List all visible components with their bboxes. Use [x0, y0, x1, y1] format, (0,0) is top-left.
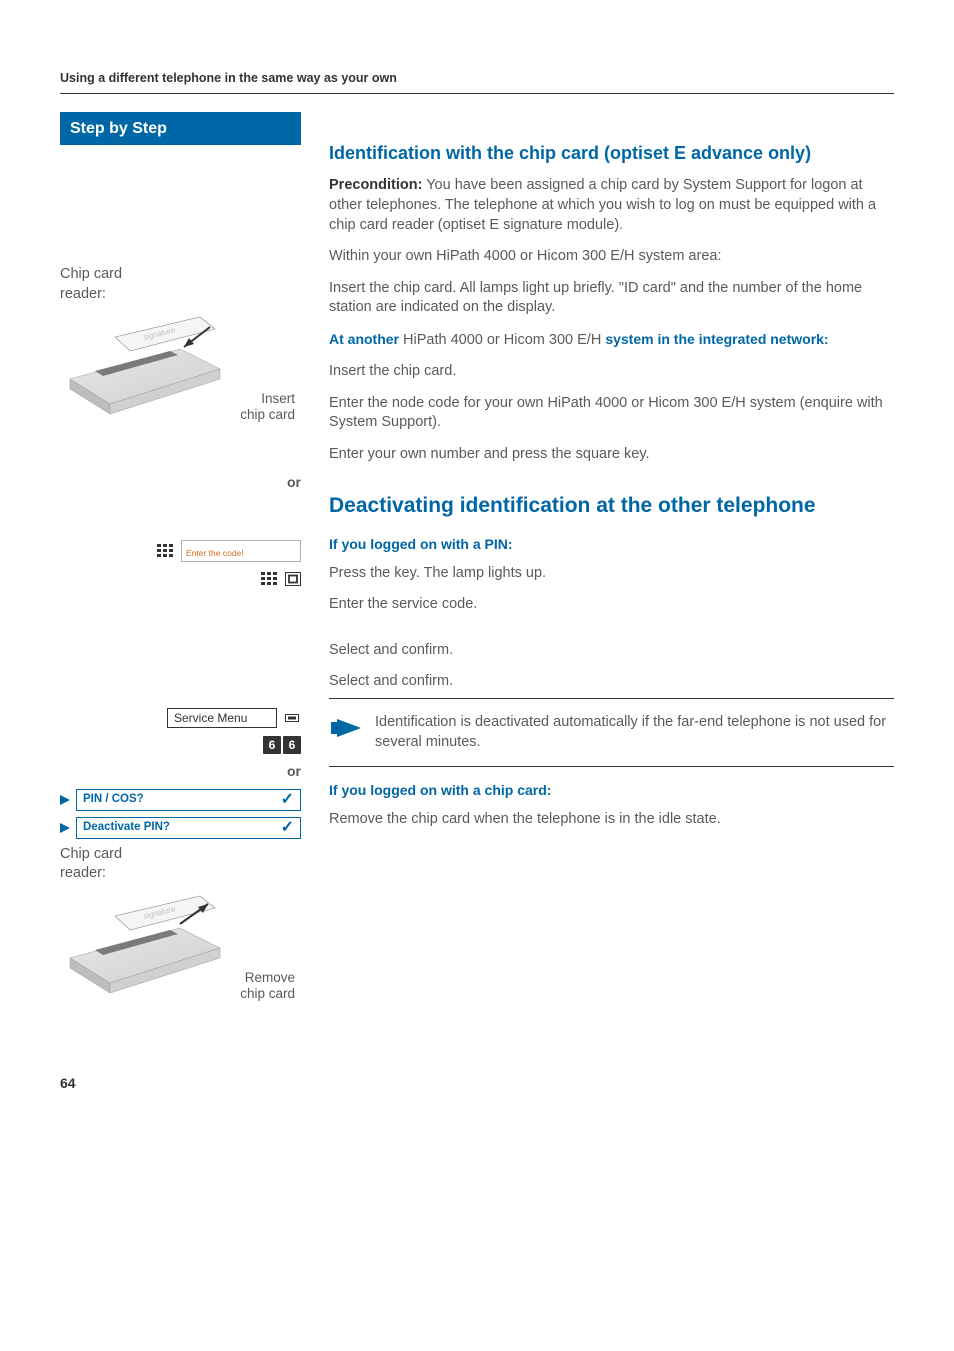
content-column: Identification with the chip card (optis…	[315, 112, 894, 1024]
info-callout: Identification is deactivated automatica…	[329, 713, 894, 752]
service-code-digits: 6 6	[60, 736, 301, 754]
page-number: 64	[60, 1074, 894, 1093]
chip-reader-label: Chip card reader:	[60, 265, 301, 304]
enter-own-number-paragraph: Enter your own number and press the squa…	[329, 445, 894, 465]
deactivating-heading: Deactivating identification at the other…	[329, 493, 894, 519]
service-menu-key-row: Service Menu	[60, 708, 301, 728]
or-label-2: or	[60, 762, 301, 781]
running-header: Using a different telephone in the same …	[60, 70, 894, 94]
if-pin-subhead: If you logged on with a PIN:	[329, 535, 894, 554]
select-confirm-2: Select and confirm.	[329, 672, 894, 692]
pin-cos-select[interactable]: PIN / COS? ✓	[60, 789, 301, 811]
divider-rule	[329, 766, 894, 767]
square-key-icon	[285, 572, 301, 586]
within-area-paragraph: Within your own HiPath 4000 or Hicom 300…	[329, 247, 894, 267]
remove-chip-paragraph: Remove the chip card when the telephone …	[329, 810, 894, 830]
or-label-1: or	[60, 473, 301, 492]
keypad-icon	[261, 572, 279, 586]
enter-code-label: Enter the code!	[186, 548, 244, 559]
check-icon: ✓	[281, 817, 294, 839]
info-arrow-icon	[329, 715, 363, 741]
select-confirm-1: Select and confirm.	[329, 641, 894, 661]
triangle-icon	[60, 793, 70, 807]
precondition-paragraph: Precondition: You have been assigned a c…	[329, 176, 894, 235]
enter-service-paragraph: Enter the service code.	[329, 595, 894, 615]
service-menu-label: Service Menu	[174, 710, 247, 726]
press-key-paragraph: Press the key. The lamp lights up.	[329, 564, 894, 584]
insert-chip-paragraph: Insert the chip card.	[329, 362, 894, 382]
if-chip-subhead: If you logged on with a chip card:	[329, 781, 894, 800]
chip-card-heading: Identification with the chip card (optis…	[329, 142, 894, 165]
enter-code-box: Enter the code!	[181, 540, 301, 562]
deactivate-pin-label: Deactivate PIN?	[83, 820, 170, 836]
info-text: Identification is deactivated automatica…	[375, 713, 894, 752]
digit-tile-1: 6	[263, 736, 281, 754]
step-by-step-bar: Step by Step	[60, 112, 301, 146]
enter-node-paragraph: Enter the node code for your own HiPath …	[329, 394, 894, 433]
chip-card-reader-insert: Chip card reader:	[60, 265, 301, 423]
deactivate-pin-select[interactable]: Deactivate PIN? ✓	[60, 817, 301, 839]
lamp-icon	[283, 709, 301, 727]
triangle-icon	[60, 821, 70, 835]
keypad-icon	[157, 544, 175, 558]
chip-card-reader-remove: Chip card reader: signature	[60, 845, 301, 1003]
sidebar-column: Step by Step Chip card reader:	[60, 112, 315, 1024]
code-entry-row: Enter the code!	[60, 540, 301, 562]
service-menu-key[interactable]: Service Menu	[167, 708, 277, 728]
precondition-label: Precondition:	[329, 177, 422, 193]
check-icon: ✓	[281, 789, 294, 811]
two-column-layout: Step by Step Chip card reader:	[60, 112, 894, 1024]
number-square-key-row	[60, 572, 301, 586]
divider-rule	[329, 698, 894, 699]
digit-tile-2: 6	[283, 736, 301, 754]
chip-reader-label: Chip card reader:	[60, 845, 301, 884]
insert-lamps-paragraph: Insert the chip card. All lamps light up…	[329, 279, 894, 318]
at-another-paragraph: At another HiPath 4000 or Hicom 300 E/H …	[329, 330, 894, 351]
pin-cos-label: PIN / COS?	[83, 792, 144, 808]
